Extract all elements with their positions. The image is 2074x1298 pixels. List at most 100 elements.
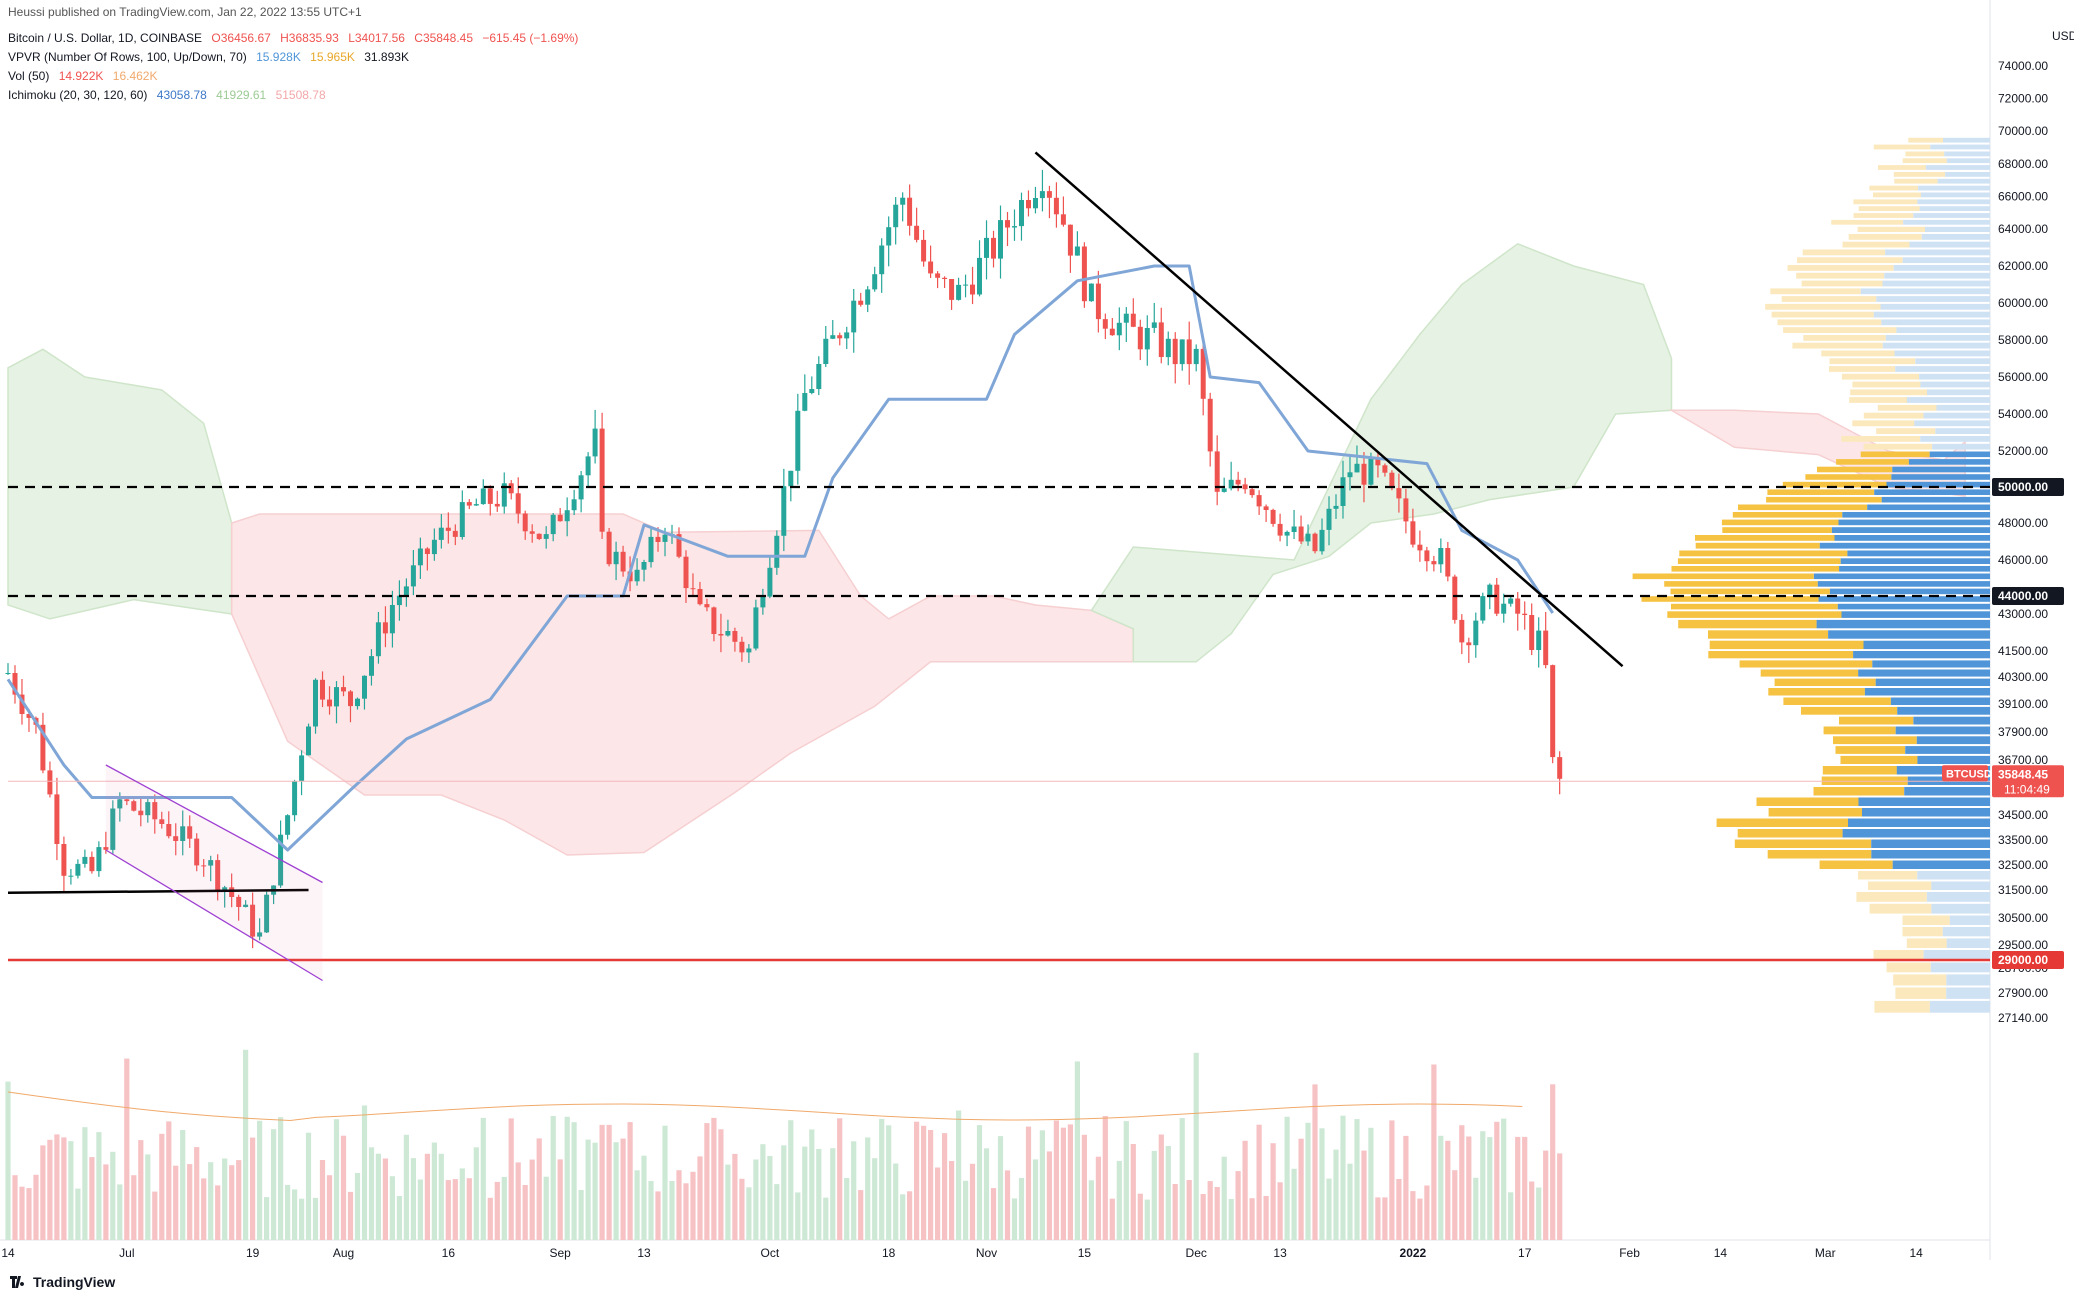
vp-down-row [1876,296,1990,302]
volume-bar [89,1157,95,1240]
volume-bar [431,1142,437,1240]
vp-down-row [1890,697,1990,705]
vp-up-row [1760,669,1859,677]
price-tick-label: 68000.00 [1998,157,2048,171]
volume-bar [788,1120,794,1240]
ichimoku-legend[interactable]: Ichimoku (20, 30, 120, 60) 43058.78 4192… [8,87,332,103]
vp-up-row [1802,249,1885,256]
volume-bar [19,1186,25,1240]
ichimoku-v1: 43058.78 [156,88,207,102]
vp-down-row [1897,706,1990,715]
volume-bar [536,1138,542,1240]
volume-bar [969,1163,976,1240]
vp-up-row [1768,808,1862,817]
vp-up-row [1893,172,1946,177]
candle-body [648,536,654,563]
vp-up-row [1863,412,1924,419]
vp-up-row [1819,860,1893,869]
symbol-title: Bitcoin / U.S. Dollar, 1D, COINBASE [8,31,203,45]
volume-bar [795,1192,801,1240]
vp-down-row [1842,512,1990,518]
candle-body [900,197,906,205]
candle-body [1459,619,1465,643]
volume-bar [844,1178,850,1240]
volume-bar [438,1153,444,1240]
volume-bar [1333,1149,1339,1240]
vp-down-row [1930,962,1990,973]
vp-down-row [1903,219,1990,225]
vp-down-row [1917,871,1990,880]
vp-down-row [1860,288,1990,295]
vp-down-row [1853,651,1990,659]
candle-body [1256,495,1262,507]
candle-body [858,300,864,305]
volume-bar [1494,1121,1500,1240]
tradingview-brand[interactable]: TradingView [10,1274,115,1290]
vp-down-row [1946,974,1990,986]
candle-body [522,513,528,532]
vp-down-row [1886,481,1990,488]
symbol-legend[interactable]: Bitcoin / U.S. Dollar, 1D, COINBASE O364… [8,30,584,46]
volume-legend[interactable]: Vol (50) 14.922K 16.462K [8,68,163,84]
vp-up-row [1840,755,1918,764]
candle-body [1550,665,1556,758]
price-tick-label: 58000.00 [1998,333,2048,347]
vp-up-row [1664,581,1818,587]
volume-bar [711,1117,717,1240]
vp-down-row [1949,915,1990,925]
candle-body [1396,488,1402,499]
vp-up-row [1768,688,1865,696]
vp-up-row [1893,974,1947,986]
candle-body [1012,226,1017,228]
volume-bar [340,1135,347,1240]
volume-bar [872,1158,878,1240]
vp-up-row [1841,373,1920,380]
vp-up-row [1852,381,1921,388]
candle-body [1214,451,1220,492]
candle-body [1033,198,1038,209]
channel-line [105,764,323,884]
volume-bar [1039,1130,1045,1240]
candle-body [977,257,982,295]
price-axis: 74000.00 72000.00 70000.00 68000.00 66000.00… [1942,29,2074,1025]
candle-body [1347,472,1353,478]
candle-body [823,338,829,364]
vp-down-row [1840,558,1990,564]
candle-body [417,548,423,566]
vp-up-row [1677,558,1841,564]
volume-bar [949,1161,955,1240]
volume-bar [634,1170,640,1240]
price-tick-label: 41500.00 [1998,644,2048,658]
vpvr-legend[interactable]: VPVR (Number Of Rows, 100, Up/Down, 70) … [8,49,415,65]
volume-bar [417,1179,423,1240]
volume-bar [669,1181,675,1240]
tradingview-logo-icon [10,1276,25,1288]
volume-bar [1305,1122,1311,1240]
candle-body [879,245,885,275]
price-tick-label: 66000.00 [1998,189,2048,203]
volume-bar [173,1165,179,1240]
candle-body [1165,338,1171,358]
candle-body [89,856,95,872]
candle-body [1193,348,1199,365]
candle-body [774,535,780,568]
vp-up-row [1886,962,1931,973]
volume-bar [529,1159,535,1240]
vp-up-row [1709,640,1864,650]
volume-bar [893,1163,899,1240]
candle-body [620,551,626,572]
volume-bar [124,1058,130,1240]
vp-down-row [1908,459,1990,465]
candle-body [180,826,186,841]
candle-body [949,279,955,300]
vp-up-row [1787,265,1894,271]
candle-body [718,634,724,636]
volume-bar [627,1122,633,1240]
volume-bar [767,1156,773,1240]
volume-bar [676,1170,682,1240]
volume-bar [1130,1144,1136,1240]
candle-body [641,562,647,570]
volume-bar [879,1118,885,1240]
volume-bar [543,1176,549,1240]
